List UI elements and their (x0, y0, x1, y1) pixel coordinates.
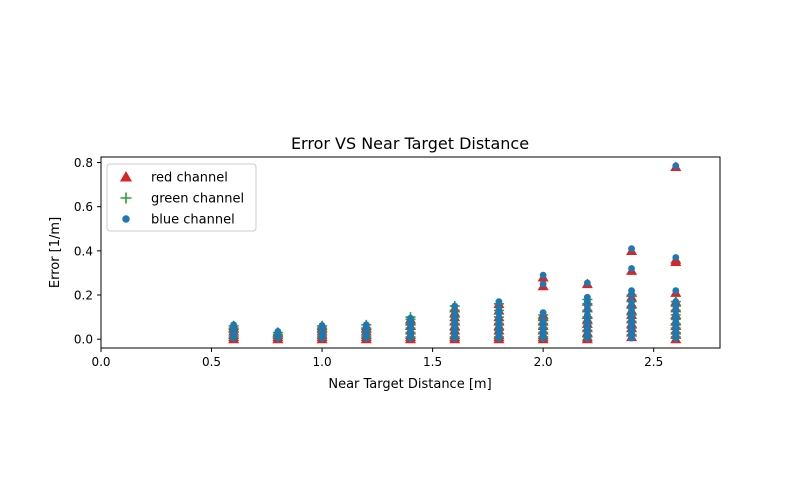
plot-area (100, 156, 721, 349)
data-point (672, 254, 680, 261)
y-tick-label: 0.2 (74, 289, 93, 303)
data-point (583, 279, 591, 287)
data-point (495, 304, 503, 312)
data-point (495, 298, 503, 306)
data-point (539, 280, 547, 288)
data-point (628, 287, 635, 294)
legend-box (106, 163, 257, 232)
x-axis: 0.0 0.5 1.0 1.5 2.0 2.5 (91, 348, 663, 369)
data-point (628, 265, 635, 272)
data-point (583, 293, 591, 301)
x-tick-label: 2.5 (644, 355, 663, 369)
y-tick-label: 0.0 (74, 333, 93, 347)
data-point (539, 309, 547, 317)
x-tick-label: 1.0 (313, 355, 332, 369)
x-tick-label: 2.0 (534, 355, 553, 369)
axes-frame (100, 156, 721, 349)
series-blue-channel (230, 162, 680, 342)
data-point (672, 298, 680, 306)
data-points (228, 161, 682, 344)
data-point (672, 162, 680, 170)
legend-marker-plus (120, 192, 132, 204)
legend: red channel green channel blue channel (106, 163, 257, 232)
y-tick-label: 0.4 (74, 244, 93, 258)
y-tick-label: 0.6 (74, 200, 93, 214)
chart-title: Error VS Near Target Distance (291, 134, 529, 153)
y-axis: 0.0 0.2 0.4 0.6 0.8 (74, 156, 101, 347)
legend-marker-circle (122, 215, 130, 223)
legend-label: red channel (151, 171, 228, 186)
data-point (672, 287, 680, 294)
data-point (539, 271, 547, 279)
data-point (274, 328, 282, 335)
data-point (451, 302, 459, 310)
data-point (451, 309, 459, 317)
x-axis-label: Near Target Distance [m] (328, 377, 491, 392)
legend-marker-triangle (119, 170, 133, 182)
y-tick-label: 0.8 (74, 156, 93, 170)
legend-label: green channel (151, 192, 244, 207)
y-axis-label: Error [1/m] (48, 217, 63, 288)
data-point (539, 315, 547, 323)
data-point (362, 321, 370, 329)
data-point (230, 321, 238, 329)
data-point (628, 245, 635, 253)
data-point (407, 314, 414, 322)
x-tick-label: 1.5 (423, 355, 442, 369)
x-tick-label: 0.0 (91, 355, 110, 369)
legend-label: blue channel (151, 213, 235, 228)
data-point (318, 322, 326, 329)
x-tick-label: 0.5 (202, 355, 221, 369)
data-point (628, 298, 635, 306)
